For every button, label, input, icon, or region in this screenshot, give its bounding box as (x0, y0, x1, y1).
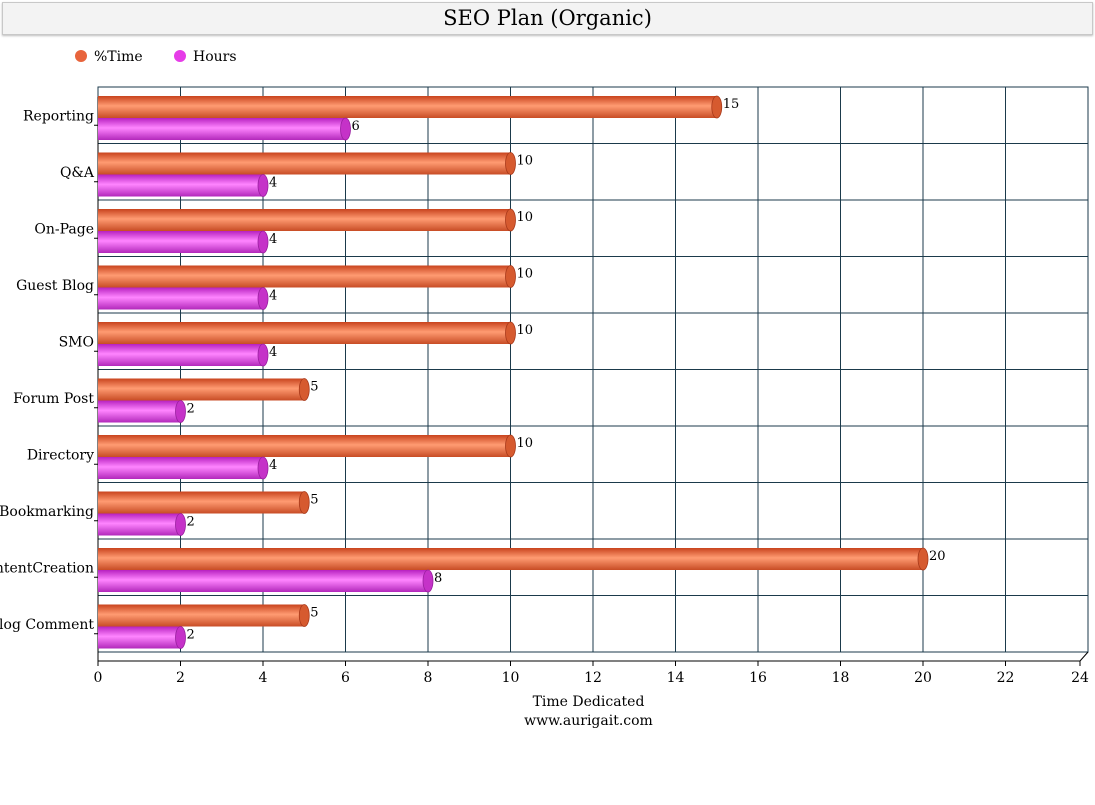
data-label-time: 10 (517, 267, 534, 282)
bar-hours (98, 231, 263, 253)
y-tick-label: Forum Post (13, 391, 94, 407)
data-label-time: 10 (517, 323, 534, 338)
data-label-time: 20 (929, 549, 946, 564)
y-tick-label: Bookmarking (0, 504, 94, 520)
bar-cap-time (505, 152, 516, 175)
x-tick-label: 0 (94, 670, 103, 686)
bar-cap-time (298, 604, 310, 627)
x-tick-label: 2 (176, 670, 185, 686)
x-tick-label: 20 (914, 670, 932, 686)
bar-time (98, 265, 511, 288)
bar-hours (98, 626, 181, 649)
bar-hours (98, 400, 181, 423)
y-tick-label: Blog Comment (0, 617, 94, 633)
bar-time (98, 322, 511, 344)
x-tick-label: 4 (259, 670, 268, 686)
x-tick-label: 22 (997, 670, 1015, 686)
x-tick-label: 6 (341, 670, 350, 686)
data-label-hours: 2 (187, 515, 195, 530)
bar-hours (98, 287, 263, 310)
x-axis-title: Time Dedicated (532, 694, 645, 710)
bar-cap-time (505, 208, 516, 232)
bar-time (98, 96, 717, 118)
x-axis-depth-line (1079, 651, 1089, 662)
bar-hours (98, 174, 263, 197)
data-label-hours: 4 (269, 458, 277, 473)
bar-cap-time (505, 434, 516, 458)
data-label-hours: 4 (269, 289, 277, 304)
y-tick-label: Directory (27, 447, 94, 463)
data-label-hours: 4 (269, 345, 277, 360)
bar-hours (98, 118, 346, 140)
bar-time (98, 548, 923, 570)
bar-cap-hours (340, 117, 351, 141)
data-label-hours: 2 (187, 628, 195, 643)
bar-cap-hours (175, 626, 186, 649)
x-tick-label: 24 (1071, 670, 1089, 686)
bar-hours (98, 344, 263, 366)
data-label-hours: 4 (269, 176, 277, 191)
bar-cap-time (298, 378, 310, 401)
footer-url: www.aurigait.com (524, 713, 653, 729)
data-label-time: 10 (517, 154, 534, 169)
bar-cap-time (711, 95, 723, 119)
bar-time (98, 209, 511, 231)
data-label-hours: 2 (187, 402, 195, 417)
bar-time (98, 435, 511, 457)
legend-item-hours[interactable]: Hours (174, 47, 237, 67)
bar-cap-hours (257, 174, 269, 197)
bar-time (98, 378, 305, 401)
bar-time (98, 152, 511, 175)
data-label-hours: 4 (269, 232, 277, 247)
legend-label-time: %Time (94, 49, 143, 65)
legend-swatch-hours (174, 50, 186, 62)
y-tick-label: Reporting (23, 108, 94, 124)
bar-cap-hours (257, 343, 269, 367)
bar-cap-time (298, 491, 310, 514)
x-tick-label: 10 (502, 670, 520, 686)
y-tick-label: ContentCreation (0, 560, 94, 576)
bar-cap-hours (175, 400, 186, 423)
bar-time (98, 491, 305, 514)
bar-cap-hours (422, 569, 434, 593)
data-label-time: 10 (517, 436, 534, 451)
x-tick-label: 18 (832, 670, 850, 686)
bar-time (98, 604, 305, 627)
data-label-hours: 6 (352, 119, 360, 134)
bar-cap-hours (257, 287, 269, 310)
x-tick-label: 14 (667, 670, 685, 686)
bar-cap-time (505, 321, 516, 345)
bar-cap-time (917, 547, 929, 571)
bar-cap-hours (175, 513, 186, 536)
bar-hours (98, 457, 263, 479)
x-tick-label: 16 (749, 670, 767, 686)
x-tick-label: 8 (424, 670, 433, 686)
legend-item-time[interactable]: %Time (75, 47, 143, 67)
bar-cap-hours (257, 456, 269, 480)
legend-swatch-time (75, 50, 87, 62)
y-tick-label: SMO (59, 334, 94, 350)
data-label-hours: 8 (434, 571, 442, 586)
bar-cap-time (505, 265, 516, 288)
chart-title: SEO Plan (Organic) (2, 2, 1093, 35)
y-tick-label: Guest Blog (16, 278, 94, 294)
data-label-time: 5 (310, 493, 318, 508)
bar-hours (98, 513, 181, 536)
y-tick-label: Q&A (60, 165, 95, 181)
data-label-time: 5 (310, 606, 318, 621)
bar-cap-hours (257, 230, 269, 254)
x-tick-label: 12 (584, 670, 602, 686)
data-label-time: 5 (310, 380, 318, 395)
data-label-time: 15 (723, 97, 740, 112)
legend-label-hours: Hours (193, 49, 237, 65)
data-label-time: 10 (517, 210, 534, 225)
bar-hours (98, 570, 428, 592)
y-tick-label: On-Page (34, 221, 94, 237)
